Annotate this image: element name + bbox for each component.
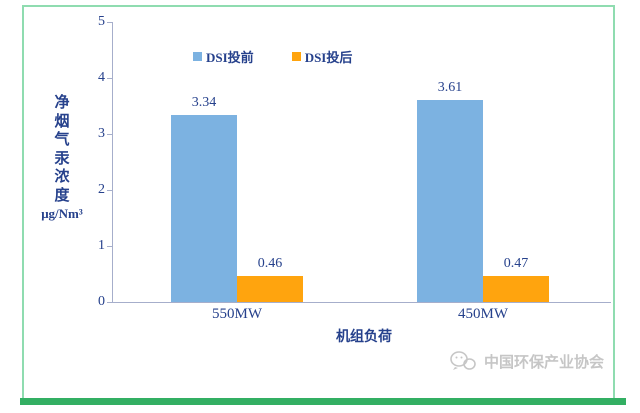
y-axis-title-char: 度 bbox=[54, 187, 70, 204]
y-tick-mark bbox=[107, 78, 113, 79]
y-axis-title-char: 气 bbox=[54, 132, 70, 148]
x-axis-title: 机组负荷 bbox=[336, 330, 392, 345]
bar-dsi-before-450MW bbox=[417, 99, 483, 302]
value-label: 3.34 bbox=[191, 94, 217, 110]
category-label-550MW: 550MW bbox=[212, 306, 262, 322]
value-label: 3.61 bbox=[437, 79, 463, 95]
y-tick-mark bbox=[107, 302, 113, 303]
y-tick-label: 5 bbox=[98, 14, 105, 29]
value-label: 0.46 bbox=[257, 256, 283, 272]
wechat-logo-icon bbox=[450, 351, 476, 370]
y-axis-title: 净烟气汞浓度 bbox=[40, 94, 84, 205]
frame-bottom-green-bar bbox=[20, 398, 626, 405]
y-tick-mark bbox=[107, 190, 113, 191]
legend-item-dsi-before: DSI投前 bbox=[193, 47, 254, 66]
plot-area: 5 4 3 2 1 0 3.34 0.46 550MW 3.61 0.47 450MW bbox=[98, 14, 611, 322]
value-label: 0.47 bbox=[503, 255, 529, 271]
legend-swatch-before bbox=[193, 52, 202, 61]
bar-dsi-after-450MW bbox=[483, 275, 549, 302]
y-tick-label: 4 bbox=[98, 70, 105, 85]
y-tick-label: 3 bbox=[98, 126, 105, 141]
y-axis-unit: μg/Nm³ bbox=[41, 206, 83, 221]
y-axis-title-char: 烟 bbox=[54, 113, 70, 130]
bar-dsi-before-550MW bbox=[171, 114, 237, 302]
legend-label-after: DSI投后 bbox=[304, 50, 353, 65]
y-tick-label: 0 bbox=[98, 294, 105, 309]
y-tick-mark bbox=[107, 22, 113, 23]
y-tick-mark bbox=[107, 246, 113, 247]
chart-legend: DSI投前 DSI投后 bbox=[193, 47, 352, 66]
y-tick-label: 2 bbox=[98, 182, 105, 197]
y-tick-label: 1 bbox=[98, 238, 105, 253]
y-axis-title-char: 净 bbox=[54, 95, 70, 111]
bar-dsi-after-550MW bbox=[237, 276, 303, 302]
legend-item-dsi-after: DSI投后 bbox=[291, 47, 353, 66]
legend-label-before: DSI投前 bbox=[206, 50, 254, 65]
y-tick-mark bbox=[107, 134, 113, 135]
watermark: 中国环保产业协会 bbox=[449, 349, 604, 373]
category-label-450MW: 450MW bbox=[458, 306, 508, 322]
watermark-text: 中国环保产业协会 bbox=[484, 354, 605, 371]
y-axis-title-char: 浓 bbox=[54, 169, 70, 185]
legend-swatch-after bbox=[291, 52, 301, 61]
slide-frame-border bbox=[22, 5, 615, 398]
y-axis-title-char: 汞 bbox=[54, 150, 70, 167]
